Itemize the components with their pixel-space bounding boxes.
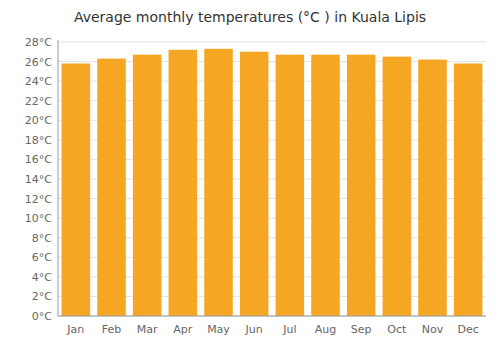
chart-svg: Average monthly temperatures (°C ) in Ku… bbox=[0, 0, 500, 350]
y-tick-label: 10°C bbox=[25, 212, 52, 225]
grid-line bbox=[58, 316, 486, 317]
x-tick-label: Dec bbox=[458, 323, 479, 336]
y-tick-label: 24°C bbox=[25, 75, 52, 88]
x-tick-label: Jul bbox=[282, 323, 296, 336]
y-tick-label: 0°C bbox=[32, 310, 52, 323]
y-axis-line bbox=[58, 40, 59, 316]
chart-title: Average monthly temperatures (°C ) in Ku… bbox=[74, 9, 426, 25]
bar bbox=[240, 52, 269, 316]
bar bbox=[169, 50, 198, 316]
bar bbox=[454, 63, 483, 316]
bar bbox=[311, 55, 340, 316]
y-tick-label: 4°C bbox=[32, 271, 52, 284]
bar bbox=[133, 55, 162, 316]
y-tick-label: 16°C bbox=[25, 153, 52, 166]
x-tick-label: Aug bbox=[315, 323, 336, 336]
y-tick-label: 14°C bbox=[25, 173, 52, 186]
y-tick-label: 26°C bbox=[25, 56, 52, 69]
bar bbox=[97, 59, 126, 316]
x-tick-label: Apr bbox=[173, 323, 193, 336]
bar bbox=[204, 49, 233, 316]
y-tick-label: 20°C bbox=[25, 114, 52, 127]
y-tick-label: 6°C bbox=[32, 251, 52, 264]
y-grid bbox=[58, 42, 486, 316]
x-tick-label: Jan bbox=[66, 323, 84, 336]
chart-container: Average monthly temperatures (°C ) in Ku… bbox=[0, 0, 500, 350]
y-tick-label: 8°C bbox=[32, 232, 52, 245]
x-tick-label: Oct bbox=[387, 323, 407, 336]
x-tick-label: May bbox=[207, 323, 230, 336]
bar bbox=[347, 55, 376, 316]
x-tick-label: Nov bbox=[422, 323, 444, 336]
x-tick-label: Mar bbox=[137, 323, 158, 336]
bar bbox=[276, 55, 305, 316]
x-tick-label: Jun bbox=[245, 323, 263, 336]
bars bbox=[62, 49, 483, 316]
bar bbox=[383, 57, 412, 316]
y-tick-label: 2°C bbox=[32, 290, 52, 303]
y-tick-labels: 0°C 2°C 4°C 6°C 8°C 10°C 12°C 14°C 16°C 18°C 20°C 2… bbox=[25, 36, 52, 323]
x-tick-label: Feb bbox=[102, 323, 121, 336]
y-tick-label: 22°C bbox=[25, 95, 52, 108]
bar bbox=[418, 60, 447, 316]
y-tick-label: 18°C bbox=[25, 134, 52, 147]
y-tick-label: 12°C bbox=[25, 193, 52, 206]
x-axis-line bbox=[58, 316, 486, 317]
x-tick-labels: Jan Feb Mar Apr May Jun Jul Aug Sep Oct Nov Dec bbox=[66, 323, 478, 336]
x-tick-label: Sep bbox=[351, 323, 372, 336]
y-tick-label: 28°C bbox=[25, 36, 52, 49]
bar bbox=[62, 63, 91, 316]
grid-line bbox=[58, 41, 486, 42]
